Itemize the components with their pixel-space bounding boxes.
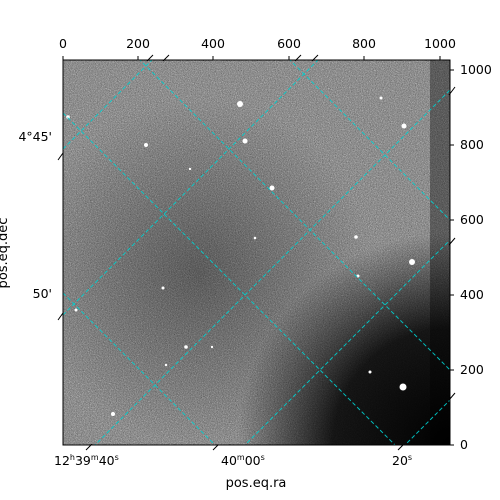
ra-tick-label: 40m00s — [221, 453, 265, 468]
star — [379, 96, 383, 100]
star — [188, 167, 192, 171]
pixel-y-tick-label: 200 — [460, 362, 484, 377]
star — [74, 308, 78, 312]
dec-tick-label: 4°45' — [18, 129, 52, 144]
star — [66, 115, 70, 119]
pixel-y-tick-label: 1000 — [460, 62, 492, 77]
sky-image — [63, 60, 450, 445]
pixel-x-tick-label: 400 — [201, 36, 225, 51]
x-axis-label: pos.eq.ra — [226, 476, 287, 491]
star — [144, 143, 148, 147]
star — [399, 383, 407, 391]
pixel-x-tick-label: 0 — [59, 36, 67, 51]
star — [253, 236, 257, 240]
axes-frame — [62, 59, 451, 446]
star — [354, 235, 358, 239]
pixel-y-tick-label: 0 — [460, 437, 468, 452]
pixel-y-tick-label: 800 — [460, 137, 484, 152]
star — [237, 101, 243, 107]
star — [269, 185, 275, 191]
star — [242, 138, 248, 144]
pixel-y-tick-label: 600 — [460, 212, 484, 227]
ra-tick-label: 20s — [392, 453, 412, 468]
pixel-x-tick-label: 600 — [277, 36, 301, 51]
star — [111, 412, 115, 416]
pixel-y-tick-label: 400 — [460, 287, 484, 302]
star — [164, 363, 168, 367]
pixel-x-tick-label: 1000 — [424, 36, 456, 51]
star — [409, 259, 415, 265]
coordinate-grid — [63, 60, 450, 445]
star — [368, 370, 372, 374]
y-axis-label: pos.eq.dec — [0, 218, 11, 289]
dec-tick-label: 50' — [33, 286, 52, 301]
star — [161, 286, 165, 290]
star — [184, 345, 188, 349]
pixel-x-tick-label: 800 — [352, 36, 376, 51]
ra-tick-label: 12h39m40s — [54, 453, 119, 468]
star — [401, 123, 407, 129]
star — [210, 345, 214, 349]
pixel-x-tick-label: 200 — [126, 36, 150, 51]
